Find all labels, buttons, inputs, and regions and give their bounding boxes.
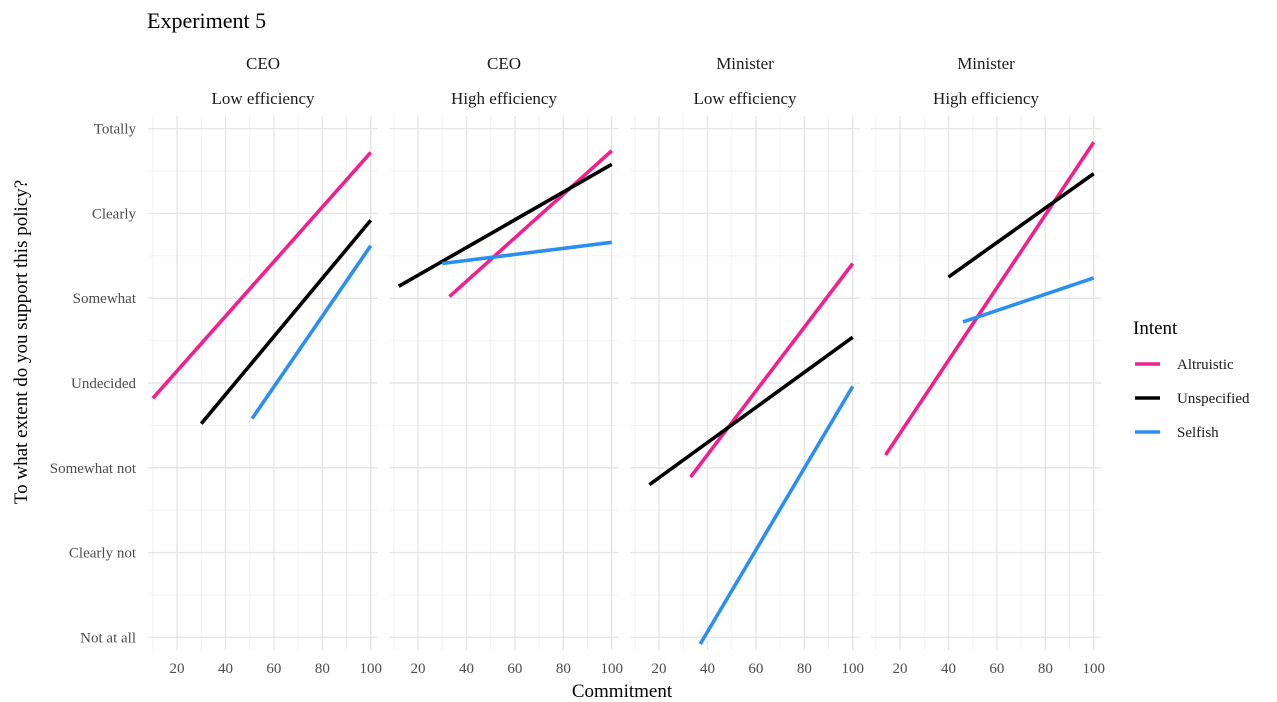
series-line-selfish	[698, 385, 855, 645]
series-line-unspecified	[947, 172, 1095, 279]
y-tick-label: Somewhat not	[50, 461, 137, 477]
chart-panels: CEO Low efficiency 20 40 60 80 100 CEO High effi…	[148, 54, 1105, 677]
x-tick-label: 60	[989, 661, 1004, 677]
legend-item-altruistic: Altruistic	[1135, 357, 1234, 373]
chart-title: Experiment 5	[147, 8, 266, 33]
legend: Intent Altruistic Unspecified Selfish	[1133, 318, 1250, 441]
series-line-selfish	[250, 244, 373, 420]
panel-3: Minister Low efficiency 20 40 60 80 100	[630, 54, 864, 677]
series-line-altruistic	[884, 141, 1096, 457]
strip-label-bottom: High efficiency	[933, 89, 1039, 108]
major-grid	[630, 116, 860, 650]
panel-2: CEO High efficiency 20 40 60 80 100	[389, 54, 623, 677]
x-tick-label: 80	[1038, 661, 1053, 677]
x-tick-label: 100	[1082, 661, 1105, 677]
strip-label-top: Minister	[957, 54, 1015, 73]
series-line-altruistic	[689, 262, 855, 479]
series-line-unspecified	[199, 219, 373, 425]
x-tick-label: 40	[700, 661, 715, 677]
legend-label: Altruistic	[1177, 357, 1234, 373]
y-tick-label: Clearly	[92, 206, 137, 222]
y-tick-label: Totally	[94, 122, 137, 138]
strip-label-top: CEO	[246, 54, 280, 73]
series-line-altruistic	[151, 151, 373, 400]
legend-title: Intent	[1133, 318, 1178, 339]
x-tick-label: 100	[359, 661, 382, 677]
x-tick-label: 40	[941, 661, 956, 677]
strip-label-top: CEO	[487, 54, 521, 73]
x-tick-label: 60	[266, 661, 281, 677]
x-tick-label: 20	[652, 661, 667, 677]
series-line-unspecified	[397, 162, 613, 288]
legend-item-unspecified: Unspecified	[1135, 391, 1250, 407]
x-tick-label: 100	[841, 661, 864, 677]
major-grid	[389, 116, 619, 650]
series-line-altruistic	[448, 149, 613, 298]
series-line-selfish	[442, 240, 612, 266]
y-tick-label: Somewhat	[73, 291, 137, 307]
x-tick-label: 100	[600, 661, 623, 677]
y-tick-label: Undecided	[71, 376, 136, 392]
major-grid	[871, 116, 1101, 650]
legend-item-selfish: Selfish	[1135, 425, 1219, 441]
y-axis: Not at all Clearly not Somewhat not Undecid…	[50, 122, 137, 647]
x-tick-label: 80	[315, 661, 330, 677]
x-tick-label: 40	[218, 661, 233, 677]
x-tick-label: 40	[459, 661, 474, 677]
legend-label: Unspecified	[1177, 391, 1250, 407]
y-axis-title: To what extent do you support this polic…	[11, 180, 32, 504]
strip-label-bottom: Low efficiency	[693, 89, 797, 108]
strip-label-bottom: Low efficiency	[211, 89, 315, 108]
x-tick-label: 60	[748, 661, 763, 677]
y-tick-label: Clearly not	[69, 546, 137, 562]
x-tick-label: 60	[507, 661, 522, 677]
panel-4: Minister High efficiency 20 40 60 80 100	[871, 54, 1105, 677]
major-grid	[148, 116, 378, 650]
x-tick-label: 80	[556, 661, 571, 677]
series-line-selfish	[962, 276, 1095, 324]
series-line-unspecified	[648, 335, 854, 487]
strip-label-bottom: High efficiency	[451, 89, 557, 108]
panel-1: CEO Low efficiency 20 40 60 80 100	[148, 54, 382, 677]
legend-label: Selfish	[1177, 425, 1219, 441]
x-tick-label: 20	[170, 661, 185, 677]
y-tick-label: Not at all	[80, 630, 136, 646]
x-axis-title: Commitment	[572, 681, 673, 702]
x-tick-label: 80	[797, 661, 812, 677]
strip-label-top: Minister	[716, 54, 774, 73]
x-tick-label: 20	[411, 661, 426, 677]
x-tick-label: 20	[893, 661, 908, 677]
